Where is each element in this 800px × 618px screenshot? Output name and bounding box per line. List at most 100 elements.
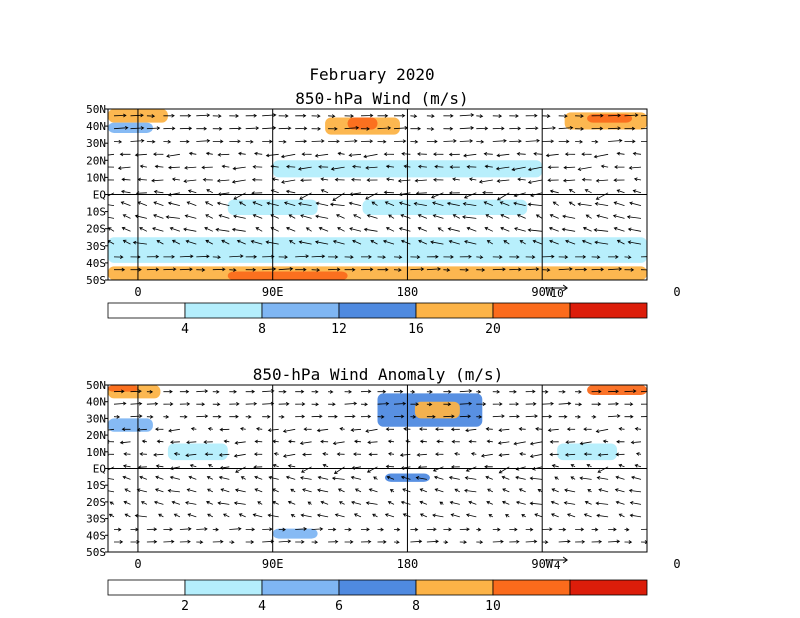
wind-vector [459,389,473,393]
wind-vector [169,475,180,480]
wind-vector [130,267,142,272]
wind-vector [616,239,625,245]
wind-vector [366,466,378,473]
wind-vector [196,138,211,143]
wind-vector [179,126,193,131]
x-tick-label: 0 [134,285,141,299]
x-tick-label: 90E [262,557,284,571]
figure-title: February 2020 [309,65,434,84]
y-tick-label: 20S [86,496,106,509]
wind-vector [430,240,444,245]
wind-vector [212,402,221,407]
wind-vector [448,152,460,157]
wind-vector [311,126,321,131]
wind-vector [484,164,493,169]
wind-vector [448,475,460,480]
wind-vector [478,179,493,184]
wind-vector [577,166,592,171]
wind-vector [542,268,551,272]
wind-vector [278,139,287,144]
wind-vector [262,139,273,144]
wind-vector [285,475,296,480]
wind-vector [153,452,164,457]
wind-vector [542,114,551,118]
wind-vector [113,113,127,118]
wind-vector [591,414,597,419]
wind-vector [596,476,609,480]
wind-vector [525,113,538,118]
wind-vector [542,401,554,406]
wind-vector [476,114,484,118]
wind-vector [434,488,444,493]
wind-vector [616,189,625,194]
wind-vector [482,190,493,195]
y-tick-label: EQ [93,463,106,476]
wind-vector [486,500,493,505]
y-tick-labels: 50N 40N 30N 20N 10N EQ 10S 20S 30S 40S 5… [86,379,106,559]
wind-vector [383,152,395,157]
wind-vector [215,227,230,232]
wind-vector [183,227,197,232]
wind-vector [163,414,170,419]
wind-vector [583,452,592,456]
wind-vector [348,153,362,158]
wind-vector [238,201,246,206]
wind-vector [451,439,460,444]
wind-vector [387,501,395,505]
wind-vector [495,166,510,171]
wind-vector [533,151,543,156]
wind-vector [207,488,213,493]
wind-vector [196,113,211,118]
wind-vector [466,226,477,232]
wind-vector [186,488,197,493]
wind-vector [155,475,164,480]
wind-vector [245,139,254,144]
wind-vector [360,402,368,407]
wind-vector [509,414,520,419]
wind-vector [254,151,263,156]
wind-vector [320,439,329,444]
wind-vector [334,177,345,182]
wind-vector [608,267,623,271]
wind-vector [311,254,326,259]
wind-vector [410,114,418,118]
wind-vector [503,240,510,245]
wind-vector [372,513,378,518]
wind-vector [124,488,131,493]
wind-vector [282,428,296,433]
wind-vector [516,214,526,219]
wind-vector [168,165,180,170]
wind-vector [624,527,630,532]
wind-vector [492,527,501,532]
wind-vector [554,476,559,480]
wind-vector [344,139,358,143]
wind-vector [382,239,395,245]
wind-vector [558,267,573,271]
wind-vector [344,414,356,419]
wind-vector [252,164,263,169]
wind-vector [500,214,510,219]
wind-vector [502,488,510,493]
shaded-speed-region [347,117,378,130]
wind-vector [328,267,341,272]
wind-vector [240,427,246,431]
wind-vector [318,226,329,232]
wind-vector [146,114,156,118]
wind-vector [229,126,242,131]
wind-vector [600,164,609,169]
colorbar-tick-label: 10 [485,599,501,614]
wind-vector [267,428,279,433]
wind-vector [216,178,230,183]
wind-vector [371,201,378,206]
wind-vector [262,539,275,544]
y-tick-label: 30N [86,412,106,425]
wind-vector [615,475,625,480]
wind-vector [575,126,585,131]
wind-vector [410,126,422,131]
wind-vector [360,126,370,131]
wind-vector [163,527,173,532]
wind-vector [497,441,510,445]
wind-vector [320,189,329,194]
wind-vector [593,228,609,232]
wind-vector [344,255,354,259]
